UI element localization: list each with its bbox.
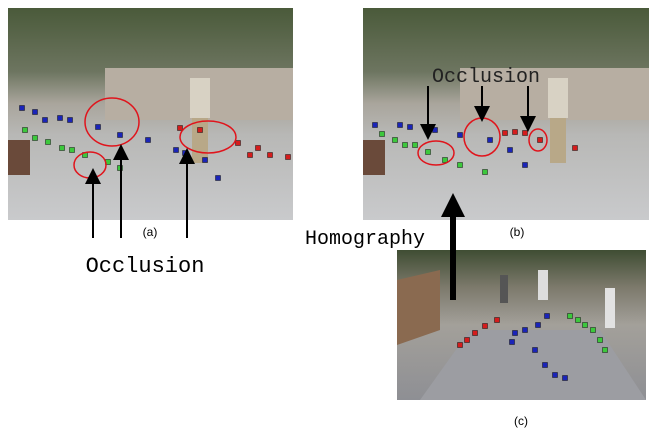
feature-point xyxy=(513,331,518,336)
feature-point xyxy=(118,133,123,138)
feature-point xyxy=(536,323,541,328)
feature-point xyxy=(503,131,508,136)
feature-point xyxy=(46,140,51,145)
person xyxy=(192,118,208,163)
feature-point xyxy=(523,328,528,333)
feature-point xyxy=(458,343,463,348)
feature-point xyxy=(198,128,203,133)
feature-point xyxy=(70,148,75,153)
feature-point xyxy=(268,153,273,158)
feature-point xyxy=(591,328,596,333)
feature-point xyxy=(513,130,518,135)
feature-point xyxy=(545,314,550,319)
feature-point xyxy=(398,123,403,128)
panel-label: (c) xyxy=(514,414,528,428)
panel-c xyxy=(397,250,646,400)
feature-point xyxy=(583,323,588,328)
feature-point xyxy=(60,146,65,151)
panel-label: (a) xyxy=(143,225,158,239)
feature-point xyxy=(256,146,261,151)
feature-point xyxy=(443,158,448,163)
feature-point xyxy=(458,163,463,168)
feature-point xyxy=(510,340,515,345)
feature-point xyxy=(183,151,188,156)
feature-point xyxy=(465,338,470,343)
feature-point xyxy=(58,116,63,121)
feature-point xyxy=(483,324,488,329)
person xyxy=(550,118,566,163)
feature-point xyxy=(68,118,73,123)
feature-point xyxy=(483,170,488,175)
feature-point xyxy=(495,318,500,323)
feature-point xyxy=(563,376,568,381)
feature-point xyxy=(488,138,493,143)
bench xyxy=(8,140,30,175)
feature-point xyxy=(23,128,28,133)
feature-point xyxy=(43,118,48,123)
feature-point xyxy=(523,131,528,136)
feature-point xyxy=(426,150,431,155)
feature-point xyxy=(174,148,179,153)
figure: (a) (b) (c) Occlusion Occlusion Homograp… xyxy=(0,0,659,433)
feature-point xyxy=(33,136,38,141)
feature-point xyxy=(248,153,253,158)
feature-point xyxy=(403,143,408,148)
person xyxy=(190,78,210,118)
feature-point xyxy=(458,133,463,138)
feature-point xyxy=(603,348,608,353)
feature-point xyxy=(433,128,438,133)
feature-point xyxy=(203,158,208,163)
feature-point xyxy=(413,143,418,148)
feature-point xyxy=(553,373,558,378)
feature-point xyxy=(523,163,528,168)
feature-point xyxy=(146,138,151,143)
feature-point xyxy=(20,106,25,111)
feature-point xyxy=(598,338,603,343)
feature-point xyxy=(408,125,413,130)
feature-point xyxy=(236,141,241,146)
panel-a xyxy=(8,8,293,220)
feature-point xyxy=(473,331,478,336)
feature-point xyxy=(33,110,38,115)
person xyxy=(538,270,548,300)
person xyxy=(500,275,508,303)
feature-point xyxy=(96,125,101,130)
person xyxy=(605,288,615,328)
bench xyxy=(363,140,385,175)
feature-point xyxy=(216,176,221,181)
feature-point xyxy=(380,132,385,137)
feature-point xyxy=(568,314,573,319)
feature-point xyxy=(178,126,183,131)
feature-point xyxy=(508,148,513,153)
feature-point xyxy=(543,363,548,368)
annotation: Homography xyxy=(305,228,425,251)
panel-b xyxy=(363,8,649,220)
feature-point xyxy=(373,123,378,128)
feature-point xyxy=(533,348,538,353)
person xyxy=(548,78,568,118)
feature-point xyxy=(538,138,543,143)
feature-point xyxy=(573,146,578,151)
annotation: Occlusion xyxy=(86,254,205,279)
annotation: Occlusion xyxy=(432,66,540,89)
feature-point xyxy=(393,138,398,143)
feature-point xyxy=(286,155,291,160)
panel-label: (b) xyxy=(510,225,525,239)
feature-point xyxy=(576,318,581,323)
